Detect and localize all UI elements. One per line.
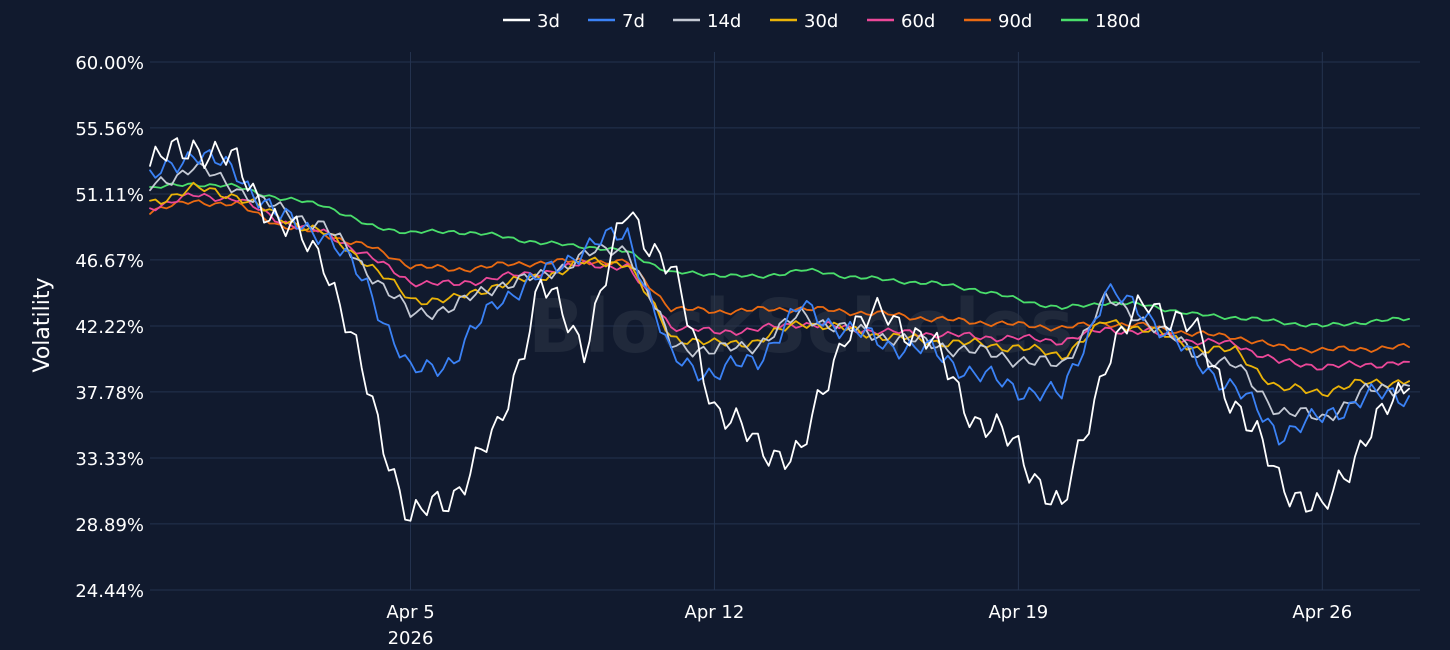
x-axis-ticks: Apr 5 2026 Apr 12 Apr 19 Apr 26: [386, 602, 1352, 649]
series-line-7d: [149, 149, 1410, 446]
legend-label-90d: 90d: [998, 11, 1032, 32]
y-tick-label: 55.56%: [75, 119, 144, 140]
series-line-90d: [149, 199, 1410, 354]
y-tick-label: 42.22%: [75, 317, 144, 338]
legend-label-14d: 14d: [707, 11, 741, 32]
y-tick-label: 28.89%: [75, 515, 144, 536]
y-axis-ticks: 24.44% 28.89% 33.33% 37.78% 42.22% 46.67% 51.1…: [75, 53, 144, 602]
legend: 3d 7d 14d 30d 60d 90d 180d: [503, 11, 1141, 32]
x-tick-label: Apr 26: [1292, 602, 1352, 623]
y-tick-label: 46.67%: [75, 251, 144, 272]
y-tick-label: 24.44%: [75, 581, 144, 602]
y-axis-title: Volatility: [30, 277, 55, 372]
series-line-180d: [149, 182, 1410, 328]
legend-label-3d: 3d: [537, 11, 560, 32]
x-tick-label: Apr 5: [386, 602, 434, 623]
legend-label-30d: 30d: [804, 11, 838, 32]
series-line-60d: [149, 192, 1410, 371]
y-tick-label: 60.00%: [75, 53, 144, 74]
legend-label-7d: 7d: [622, 11, 645, 32]
legend-label-60d: 60d: [901, 11, 935, 32]
series-line-14d: [149, 161, 1410, 422]
legend-label-180d: 180d: [1095, 11, 1141, 32]
y-tick-label: 51.11%: [75, 185, 144, 206]
y-tick-label: 33.33%: [75, 449, 144, 470]
x-tick-sublabel: 2026: [388, 628, 434, 649]
x-tick-label: Apr 12: [685, 602, 745, 623]
x-tick-label: Apr 19: [988, 602, 1048, 623]
y-tick-label: 37.78%: [75, 383, 144, 404]
series-line-3d: [149, 137, 1410, 522]
series-lines: [149, 137, 1410, 522]
